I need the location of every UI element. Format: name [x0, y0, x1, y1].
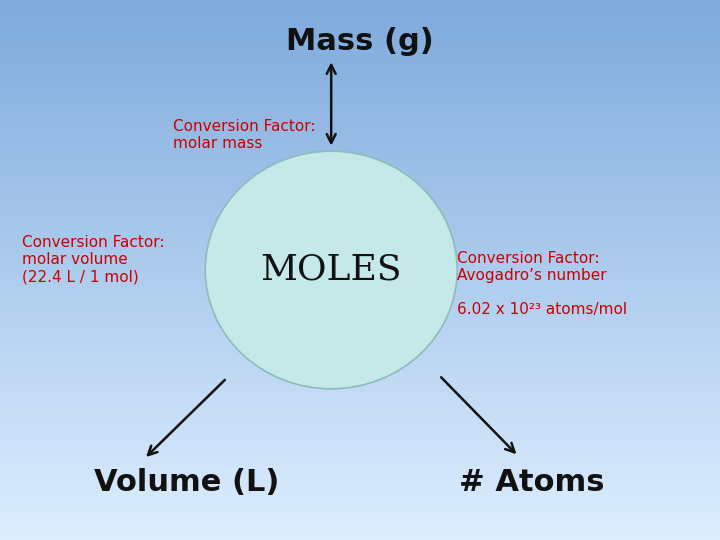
- Text: Mass (g): Mass (g): [286, 27, 434, 56]
- Text: Conversion Factor:
molar mass: Conversion Factor: molar mass: [173, 119, 315, 151]
- Ellipse shape: [205, 151, 457, 389]
- Text: 6.02 x 10²³ atoms/mol: 6.02 x 10²³ atoms/mol: [457, 302, 627, 318]
- Text: Conversion Factor:
Avogadro’s number: Conversion Factor: Avogadro’s number: [457, 251, 607, 284]
- Text: MOLES: MOLES: [261, 253, 402, 287]
- Text: Volume (L): Volume (L): [94, 468, 279, 497]
- Text: # Atoms: # Atoms: [459, 468, 605, 497]
- Text: Conversion Factor:
molar volume
(22.4 L / 1 mol): Conversion Factor: molar volume (22.4 L …: [22, 235, 164, 285]
